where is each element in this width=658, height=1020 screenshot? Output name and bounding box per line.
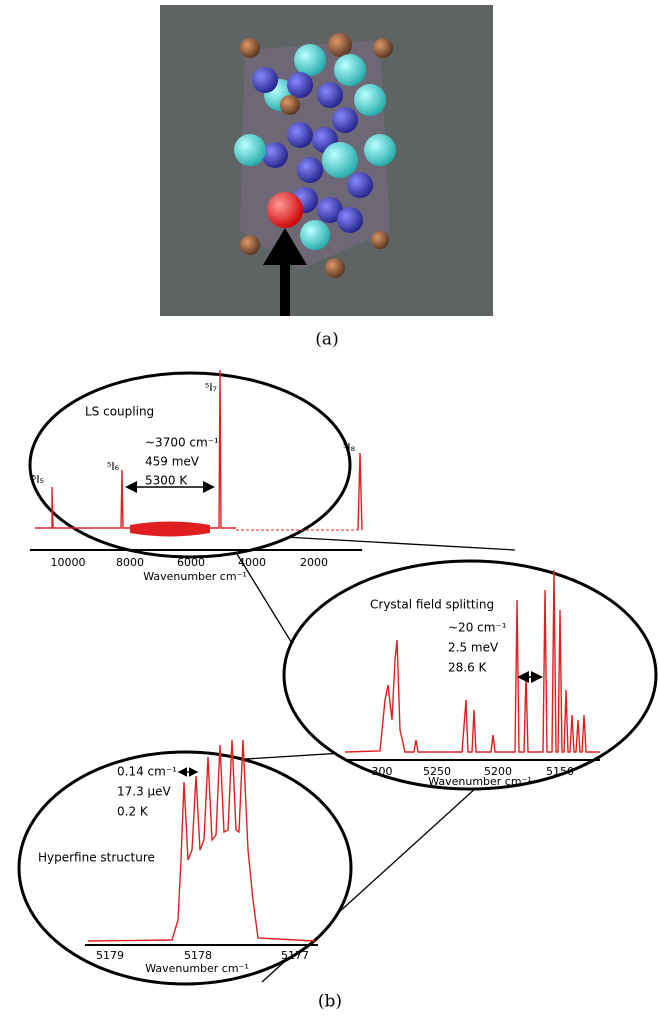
annotation: 5300 K	[145, 474, 188, 488]
ls-spectrum	[30, 369, 363, 551]
ls-title: LS coupling	[85, 405, 154, 419]
tick-label: 5177	[281, 949, 309, 962]
axis-label: Wavenumber cm⁻¹	[143, 570, 247, 583]
cf-title: Crystal field splitting	[370, 598, 494, 612]
tick-label: 300	[372, 765, 393, 778]
tick-label: 10000	[51, 556, 86, 569]
annotation: 28.6 K	[448, 661, 488, 675]
level-label: ⁵I₆	[107, 460, 120, 473]
annotation: 2.5 meV	[448, 641, 499, 655]
level-label: ⁵I₅	[32, 473, 44, 486]
tick-label: 2000	[300, 556, 328, 569]
tick-label: 5179	[96, 949, 124, 962]
axis-label: Wavenumber cm⁻¹	[428, 775, 532, 788]
annotation: 459 meV	[145, 455, 200, 469]
caption-a: (a)	[315, 330, 338, 350]
axis-label: Wavenumber cm⁻¹	[145, 962, 249, 975]
annotation: 17.3 µeV	[117, 785, 172, 799]
level-label: ⁵I₇	[205, 381, 217, 394]
tick-label: 5150	[546, 765, 574, 778]
ls-ellipse	[28, 371, 352, 559]
hf-spectrum	[87, 739, 316, 942]
cf-ellipse	[282, 559, 658, 791]
tick-label: 8000	[116, 556, 144, 569]
tick-label: 5200	[484, 765, 512, 778]
tick-label: 5250	[423, 765, 451, 778]
crystal-structure-image	[160, 5, 493, 316]
tick-label: 5178	[184, 949, 212, 962]
tick-label: 4000	[238, 556, 266, 569]
hf-title: Hyperfine structure	[38, 851, 155, 865]
caption-b: (b)	[318, 992, 342, 1012]
hf-ellipse	[17, 750, 353, 986]
tick-label: 6000	[177, 556, 205, 569]
level-label: ⁵I₈	[343, 441, 356, 454]
annotation: 0.14 cm⁻¹	[117, 765, 177, 779]
annotation: 0.2 K	[117, 805, 149, 819]
annotation: ~20 cm⁻¹	[448, 621, 507, 635]
annotation: ~3700 cm⁻¹	[145, 436, 219, 450]
cf-spectrum	[344, 569, 600, 753]
